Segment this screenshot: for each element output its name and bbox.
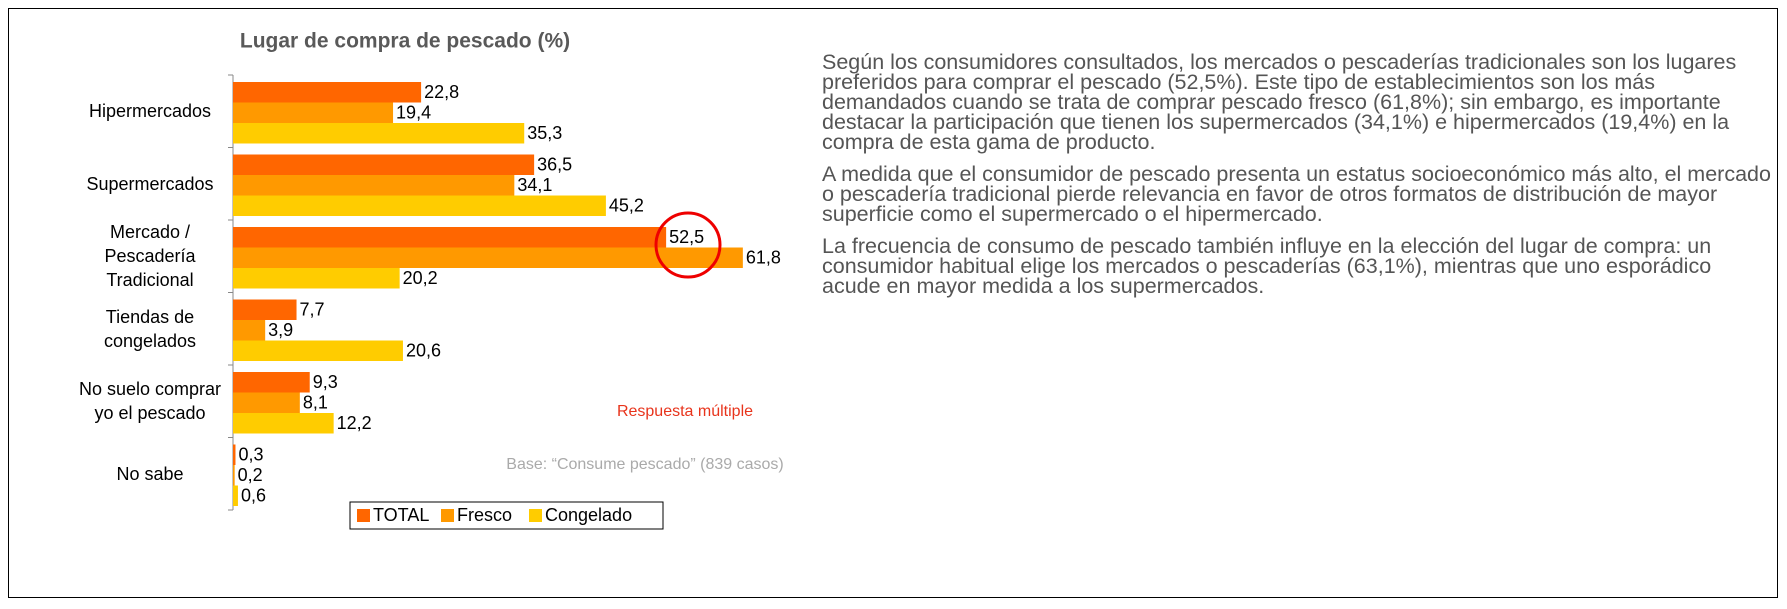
value-label: 19,4: [396, 103, 431, 123]
value-label: 36,5: [537, 155, 572, 175]
bar: [233, 299, 297, 320]
value-label: 34,1: [517, 175, 552, 195]
annotation: Base: “Consume pescado” (839 casos): [506, 456, 783, 473]
value-label: 12,2: [337, 413, 372, 433]
bar: [233, 340, 403, 361]
legend-swatch: [357, 509, 370, 522]
category-label: Tiendas de congelados: [103, 306, 197, 351]
bar: [233, 413, 334, 434]
value-label: 45,2: [609, 196, 644, 216]
highlight-circle: [654, 211, 722, 279]
legend-swatch: [529, 509, 542, 522]
annotation: Respuesta múltiple: [617, 403, 753, 420]
legend-label: Fresco: [457, 505, 512, 525]
category-label: Hipermercados: [88, 101, 212, 122]
bar: [233, 444, 236, 465]
bar: [233, 372, 310, 393]
paragraph: A medida que el consumidor de pescado pr…: [822, 162, 1771, 226]
value-label: 20,6: [406, 341, 441, 361]
bar: [233, 123, 525, 144]
legend-swatch: [441, 509, 454, 522]
value-label: 8,1: [303, 393, 328, 413]
bar: [233, 102, 394, 123]
value-label: 22,8: [424, 82, 459, 102]
value-label: 35,3: [527, 123, 562, 143]
bar: [233, 227, 667, 248]
category-label: No suelo comprar yo el pescado: [78, 379, 222, 424]
bar: [233, 247, 743, 268]
value-label: 61,8: [746, 248, 781, 268]
bar: [233, 320, 266, 341]
legend-box: [349, 501, 664, 530]
side-text: Según los consumidores consultados, los …: [822, 50, 1772, 308]
chart-title: Lugar de compra de pescado (%): [240, 30, 570, 53]
value-label: 7,7: [300, 300, 325, 320]
frame: [8, 8, 1778, 598]
value-label: 3,9: [268, 320, 293, 340]
category-label: Mercado / Pescadería Tradicional: [104, 222, 196, 291]
value-label: 0,6: [241, 486, 266, 506]
value-label: 20,2: [403, 268, 438, 288]
bar: [233, 82, 422, 103]
category-label: No sabe: [116, 463, 184, 484]
value-label: 0,3: [238, 445, 263, 465]
category-label: Supermercados: [86, 173, 214, 194]
legend-label: TOTAL: [373, 505, 429, 525]
value-label: 52,5: [669, 227, 704, 247]
bar: [233, 465, 235, 486]
legend-label: Congelado: [545, 505, 632, 525]
bar: [233, 175, 515, 196]
value-label: 0,2: [238, 465, 263, 485]
paragraph: Según los consumidores consultados, los …: [822, 50, 1737, 154]
bar: [233, 154, 535, 175]
chart: Lugar de compra de pescado (%) Respuesta…: [228, 30, 784, 530]
bar: [233, 195, 606, 216]
value-label: 9,3: [313, 372, 338, 392]
paragraph: La frecuencia de consumo de pescado tamb…: [822, 234, 1712, 298]
bar: [233, 268, 400, 289]
bar: [233, 392, 300, 413]
bar: [233, 485, 238, 506]
